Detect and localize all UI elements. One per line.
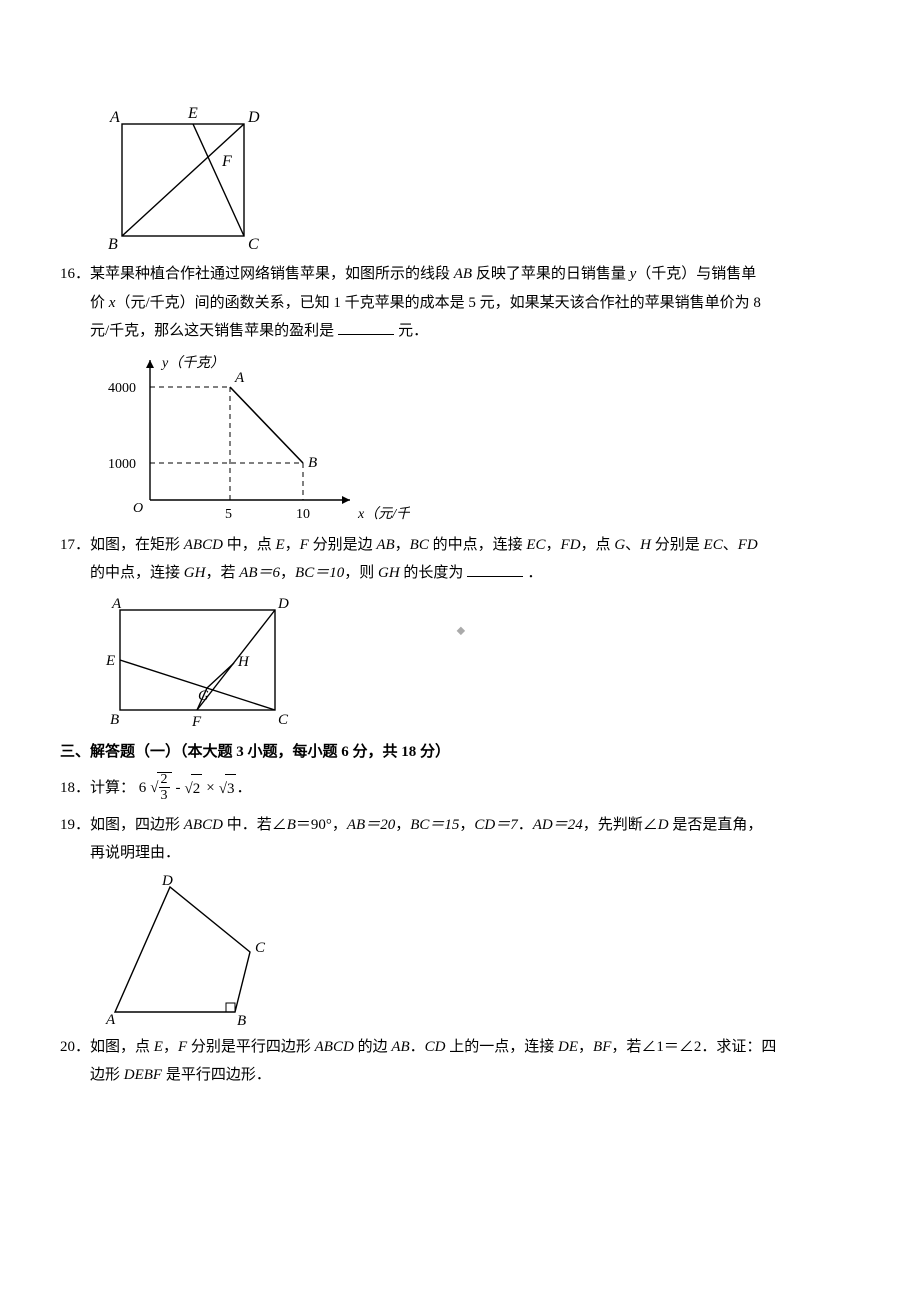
svg-text:B: B: [308, 455, 317, 471]
svg-text:x（元/千克）: x（元/千克）: [357, 506, 410, 522]
svg-text:5: 5: [225, 507, 232, 522]
svg-text:1000: 1000: [108, 457, 136, 472]
question-20: 20． 如图，点 E，F 分别是平行四边形 ABCD 的边 AB．CD 上的一点…: [60, 1033, 860, 1090]
question-text: 某苹果种植合作社通过网络销售苹果，如图所示的线段 AB 反映了苹果的日销售量 y…: [90, 260, 860, 289]
svg-text:D: D: [161, 873, 173, 889]
svg-text:y（千克）: y（千克）: [160, 355, 224, 371]
question-text: 如图，点 E，F 分别是平行四边形 ABCD 的边 AB．CD 上的一点，连接 …: [90, 1033, 860, 1062]
svg-text:A: A: [111, 596, 122, 612]
svg-text:O: O: [133, 501, 143, 516]
svg-text:A: A: [234, 370, 245, 386]
svg-text:A: A: [105, 1012, 116, 1027]
question-number: 17．: [60, 531, 90, 560]
section-3-title: 三、解答题（一）（本大题 3 小题，每小题 6 分，共 18 分）: [60, 738, 860, 767]
question-text: 如图，四边形 ABCD 中．若∠B＝90°，AB＝20，BC＝15，CD＝7．A…: [90, 811, 860, 840]
question-16: 16． 某苹果种植合作社通过网络销售苹果，如图所示的线段 AB 反映了苹果的日销…: [60, 260, 860, 525]
svg-text:H: H: [237, 654, 250, 670]
svg-text:B: B: [237, 1013, 246, 1027]
svg-text:G: G: [198, 688, 209, 704]
blank-input[interactable]: [338, 319, 394, 335]
figure-15: A E D B C F: [100, 104, 860, 254]
svg-text:E: E: [105, 653, 115, 669]
question-number: 18．: [60, 774, 90, 803]
math-expression: 6 23 - 2 × 3: [139, 772, 237, 805]
question-number: 19．: [60, 811, 90, 840]
question-number: 16．: [60, 260, 90, 289]
figure-16-chart: 4000 1000 O 5 10 y（千克） x（元/千克） A B: [100, 350, 860, 525]
svg-text:D: D: [277, 596, 289, 612]
question-number: 20．: [60, 1033, 90, 1062]
page: A E D B C F 16． 某苹果种植合作社通过网络销售苹果，如图所示的线段…: [0, 0, 920, 1302]
svg-text:C: C: [278, 712, 289, 728]
svg-text:4000: 4000: [108, 381, 136, 396]
svg-text:F: F: [191, 714, 202, 730]
svg-text:F: F: [221, 153, 232, 170]
blank-input[interactable]: [467, 561, 523, 577]
question-19: 19． 如图，四边形 ABCD 中．若∠B＝90°，AB＝20，BC＝15，CD…: [60, 811, 860, 1027]
svg-text:10: 10: [296, 507, 310, 522]
question-text: 计算： 6 23 - 2 × 3 ．: [90, 772, 860, 805]
svg-text:B: B: [110, 712, 119, 728]
figure-17: A D E H G B F C: [100, 592, 860, 732]
svg-text:B: B: [108, 236, 118, 253]
svg-text:C: C: [248, 236, 259, 253]
question-18: 18． 计算： 6 23 - 2 × 3 ．: [60, 772, 860, 805]
svg-text:E: E: [187, 105, 198, 122]
question-text: 如图，在矩形 ABCD 中，点 E，F 分别是边 AB，BC 的中点，连接 EC…: [90, 531, 860, 560]
svg-text:A: A: [109, 109, 120, 126]
svg-text:D: D: [247, 109, 260, 126]
svg-text:C: C: [255, 940, 266, 956]
figure-19: A B C D: [100, 872, 860, 1027]
